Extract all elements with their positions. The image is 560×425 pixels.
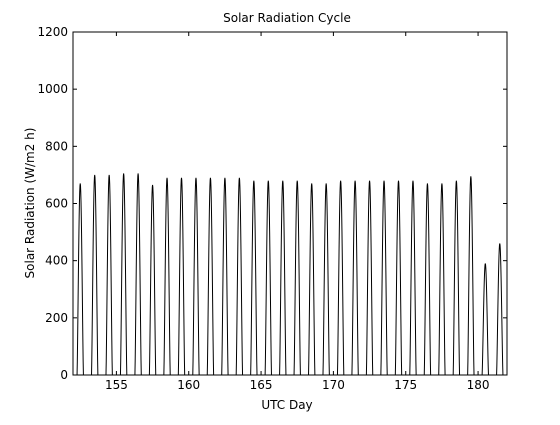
- x-tick-label: 175: [394, 378, 417, 392]
- daily-radiation-pulse: [145, 184, 160, 375]
- x-tick-label: 165: [250, 378, 273, 392]
- daily-radiation-pulse: [232, 177, 247, 375]
- daily-radiation-pulse: [463, 176, 479, 375]
- daily-radiation-pulse: [333, 180, 348, 375]
- daily-radiation-pulse: [275, 180, 290, 375]
- chart-title: Solar Radiation Cycle: [223, 11, 351, 25]
- daily-radiation-pulse: [174, 177, 189, 375]
- daily-radiation-pulse: [130, 173, 146, 375]
- x-tick-label: 180: [467, 378, 490, 392]
- x-tick-label: 170: [322, 378, 345, 392]
- x-tick-label: 160: [177, 378, 200, 392]
- axis-ticks: [73, 31, 507, 376]
- daily-radiation-pulse: [159, 177, 175, 375]
- daily-radiation-pulse: [492, 243, 507, 375]
- x-axis-label: UTC Day: [261, 398, 312, 412]
- y-tick-label: 1000: [37, 82, 68, 96]
- daily-radiation-pulse: [449, 180, 464, 375]
- y-axis-label: Solar Radiation (W/m2 h): [23, 128, 37, 279]
- y-tick-label: 800: [45, 139, 68, 153]
- daily-radiation-pulse: [203, 177, 218, 375]
- plot-area-frame: [72, 31, 508, 376]
- y-tick-label: 600: [45, 197, 68, 211]
- series-group: [73, 173, 507, 375]
- daily-radiation-pulse: [188, 177, 204, 375]
- daily-radiation-pulse: [376, 180, 392, 375]
- daily-radiation-pulse: [318, 183, 334, 375]
- daily-radiation-pulse: [73, 183, 88, 375]
- y-tick-label: 400: [45, 254, 68, 268]
- daily-radiation-pulse: [116, 173, 131, 375]
- y-tick-label: 200: [45, 311, 68, 325]
- daily-radiation-pulse: [261, 180, 276, 375]
- daily-radiation-pulse: [362, 180, 377, 375]
- y-tick-label: 0: [60, 368, 68, 382]
- daily-radiation-pulse: [246, 180, 262, 375]
- daily-radiation-pulse: [391, 180, 406, 375]
- daily-radiation-pulse: [217, 177, 233, 375]
- daily-radiation-pulse: [347, 180, 363, 375]
- daily-radiation-pulse: [405, 180, 421, 375]
- daily-radiation-pulse: [420, 183, 435, 375]
- y-tick-label: 1200: [37, 25, 68, 39]
- daily-radiation-pulse: [304, 183, 319, 375]
- axis-tick-labels: 155 160 165 170 175 180 0 200 400 600 800 1000 1200: [37, 25, 489, 392]
- daily-radiation-pulse: [434, 183, 450, 375]
- daily-radiation-pulse: [87, 174, 102, 375]
- daily-radiation-pulse: [478, 263, 493, 375]
- daily-radiation-pulse: [101, 174, 117, 375]
- daily-radiation-pulse: [290, 180, 305, 375]
- x-tick-label: 155: [105, 378, 128, 392]
